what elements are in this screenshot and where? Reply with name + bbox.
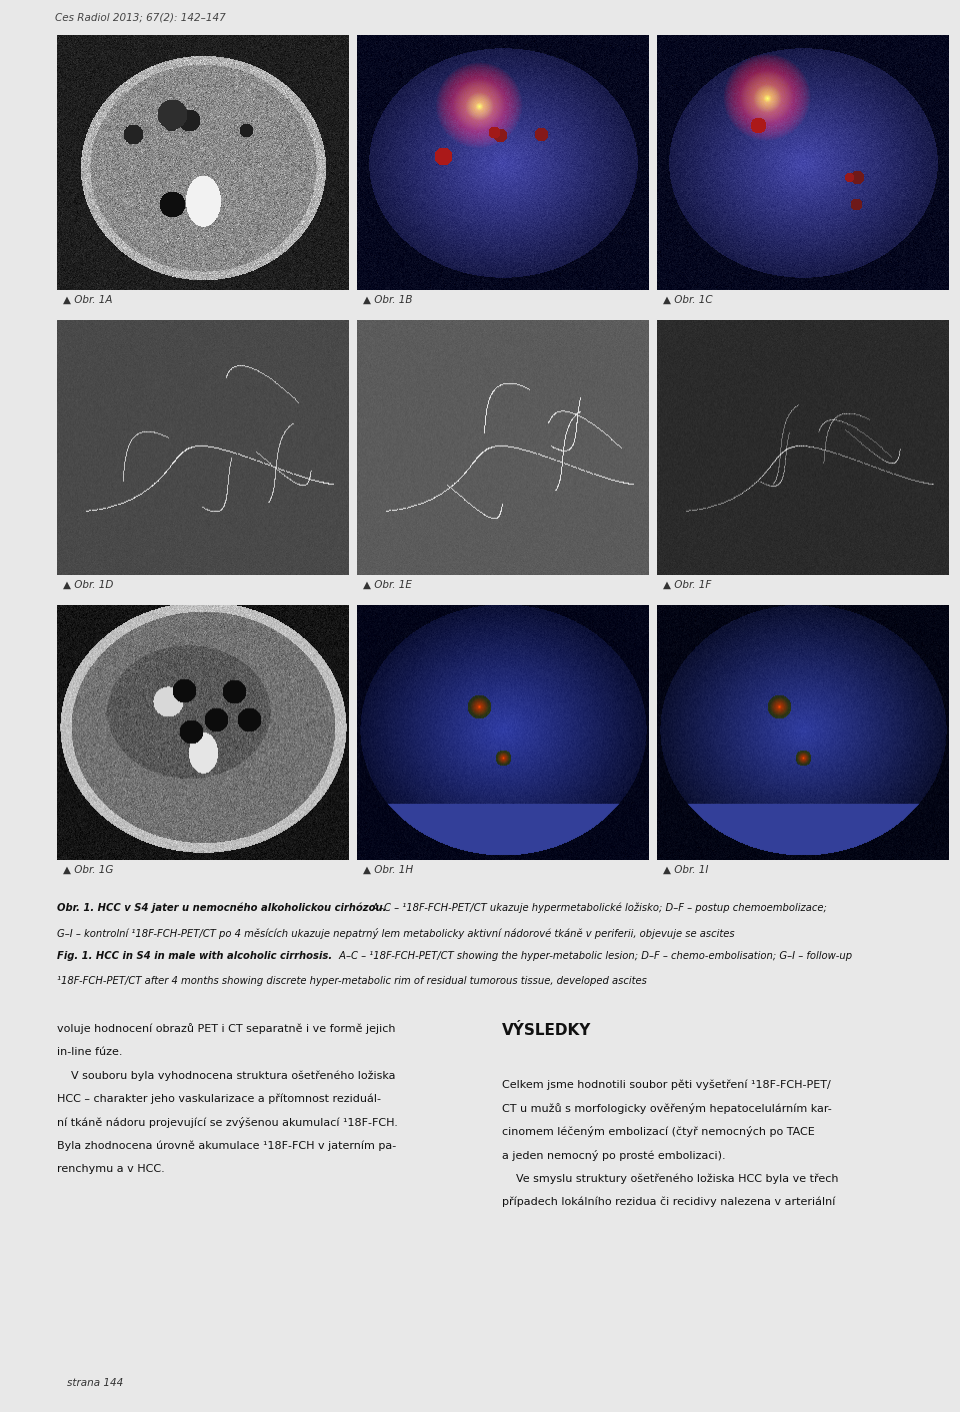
- Text: A–C – ¹18F-FCH-PET/CT ukazuje hypermetabolické ložisko; D–F – postup chemoemboli: A–C – ¹18F-FCH-PET/CT ukazuje hypermetab…: [369, 902, 827, 914]
- Text: Celkem jsme hodnotili soubor pěti vyšetření ¹18F-FCH-PET/: Celkem jsme hodnotili soubor pěti vyšetř…: [502, 1079, 830, 1090]
- Text: voluje hodnocení obrazů PET i CT separatně i ve formě jejich: voluje hodnocení obrazů PET i CT separat…: [57, 1024, 396, 1034]
- Text: ▲ Obr. 1F: ▲ Obr. 1F: [662, 580, 711, 590]
- Text: in-line fúze.: in-line fúze.: [57, 1046, 123, 1056]
- Text: Obr. 1. HCC v S4 jater u nemocného alkoholickou cirhózou.: Obr. 1. HCC v S4 jater u nemocného alkoh…: [57, 902, 386, 914]
- Text: cinomem léčeným embolizací (čtyř nemocných po TACE: cinomem léčeným embolizací (čtyř nemocný…: [502, 1125, 815, 1137]
- Text: V souboru byla vyhodnocena struktura ošetřeného ložiska: V souboru byla vyhodnocena struktura oše…: [57, 1070, 396, 1080]
- Text: případech lokálního rezidua či recidivy nalezena v arteriální: případech lokálního rezidua či recidivy …: [502, 1196, 835, 1207]
- Text: ▲ Obr. 1A: ▲ Obr. 1A: [62, 295, 112, 305]
- Text: ▲ Obr. 1I: ▲ Obr. 1I: [662, 866, 708, 875]
- Text: A–C – ¹18F-FCH-PET/CT showing the hyper-metabolic lesion; D–F – chemo-embolisati: A–C – ¹18F-FCH-PET/CT showing the hyper-…: [336, 952, 852, 962]
- Text: ▲ Obr. 1B: ▲ Obr. 1B: [363, 295, 413, 305]
- Text: VÝSLEDKY: VÝSLEDKY: [502, 1024, 591, 1038]
- Text: ▲ Obr. 1H: ▲ Obr. 1H: [363, 866, 413, 875]
- Text: Ces Radiol 2013; 67(2): 142–147: Ces Radiol 2013; 67(2): 142–147: [55, 11, 226, 23]
- Text: ▲ Obr. 1G: ▲ Obr. 1G: [62, 866, 113, 875]
- Text: CT u mužů s morfologicky ověřeným hepatocelulárním kar-: CT u mužů s morfologicky ověřeným hepato…: [502, 1103, 831, 1114]
- Text: ¹18F-FCH-PET/CT after 4 months showing discrete hyper-metabolic rim of residual : ¹18F-FCH-PET/CT after 4 months showing d…: [57, 976, 647, 986]
- Text: HCC – charakter jeho vaskularizace a přítomnost reziduál-: HCC – charakter jeho vaskularizace a pří…: [57, 1093, 381, 1104]
- Text: ▲ Obr. 1C: ▲ Obr. 1C: [662, 295, 712, 305]
- Text: Byla zhodnocena úrovně akumulace ¹18F-FCH v jaterním pa-: Byla zhodnocena úrovně akumulace ¹18F-FC…: [57, 1141, 396, 1151]
- Text: ▲ Obr. 1D: ▲ Obr. 1D: [62, 580, 113, 590]
- Text: renchymu a v HCC.: renchymu a v HCC.: [57, 1163, 165, 1175]
- Text: ní tkáně nádoru projevující se zvýšenou akumulací ¹18F-FCH.: ní tkáně nádoru projevující se zvýšenou …: [57, 1117, 397, 1128]
- Text: Ve smyslu struktury ošetřeného ložiska HCC byla ve třech: Ve smyslu struktury ošetřeného ložiska H…: [502, 1173, 838, 1183]
- Text: G–I – kontrolní ¹18F-FCH-PET/CT po 4 měsících ukazuje nepatrný lem metabolicky a: G–I – kontrolní ¹18F-FCH-PET/CT po 4 měs…: [57, 929, 734, 939]
- Text: ▲ Obr. 1E: ▲ Obr. 1E: [363, 580, 412, 590]
- Text: strana 144: strana 144: [67, 1378, 123, 1388]
- Text: Fig. 1. HCC in S4 in male with alcoholic cirrhosis.: Fig. 1. HCC in S4 in male with alcoholic…: [57, 952, 332, 962]
- Text: a jeden nemocný po prosté embolizaci).: a jeden nemocný po prosté embolizaci).: [502, 1149, 726, 1161]
